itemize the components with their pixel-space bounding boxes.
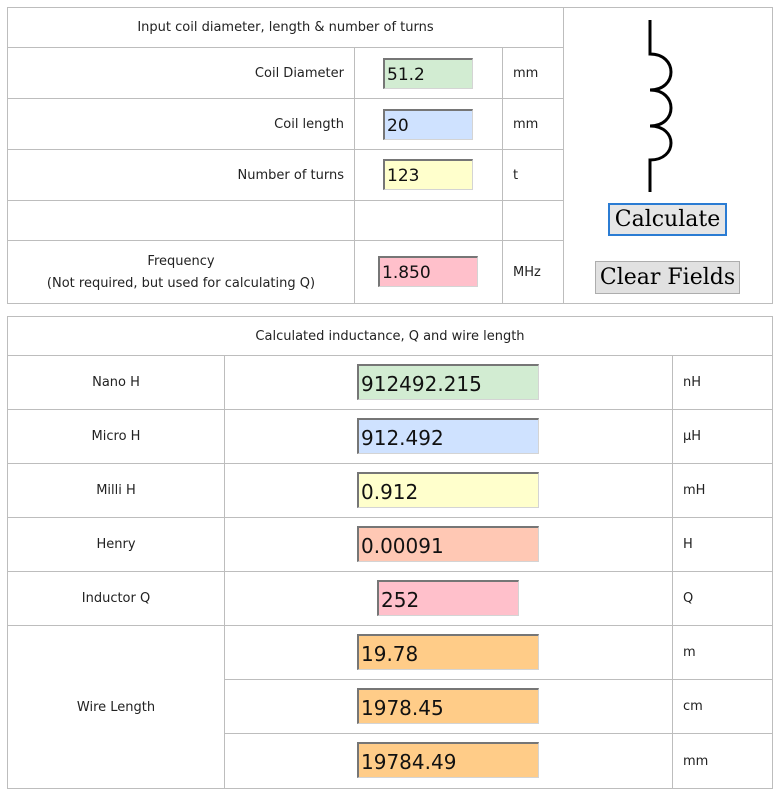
frequency-label: Frequency (Not required, but used for ca… [8,241,354,304]
inductor-q-label: Inductor Q [81,591,151,606]
wire-length-label: Wire Length [76,699,156,715]
divider [7,625,773,626]
divider [7,149,564,150]
wire-length-m-unit: m [683,645,696,660]
wire-length-mm-unit: mm [683,753,709,769]
coil-length-label: Coil length [274,116,344,132]
calculate-button[interactable]: Calculate [608,203,727,236]
input-table [7,7,773,304]
divider [7,240,564,241]
frequency-label-note: (Not required, but used for calculating … [46,275,316,291]
input-section-header: Input coil diameter, length & number of … [137,20,434,35]
coil-diameter-input[interactable] [383,58,473,89]
nano-h-unit: nH [683,375,702,390]
divider [7,463,773,464]
frequency-unit: MHz [513,265,541,280]
frequency-input[interactable] [378,256,478,287]
divider [7,200,564,201]
micro-h-unit: µH [683,429,702,444]
milli-h-output[interactable] [357,472,539,508]
nano-h-label: Nano H [92,375,140,390]
henry-output[interactable] [357,526,539,562]
milli-h-unit: mH [683,483,706,498]
coil-length-unit: mm [513,116,539,132]
divider [502,47,503,304]
coil-length-input[interactable] [383,109,473,140]
milli-h-label: Milli H [96,483,136,498]
wire-length-mm-output[interactable] [357,742,539,778]
divider [7,517,773,518]
micro-h-label: Micro H [91,429,141,444]
micro-h-output[interactable] [357,418,539,454]
divider [7,98,564,99]
divider [7,355,773,356]
output-table [7,316,773,789]
number-of-turns-unit: t [513,167,519,183]
number-of-turns-input[interactable] [383,159,473,190]
henry-unit: H [683,537,693,552]
number-of-turns-label: Number of turns [237,167,344,183]
wire-length-m-output[interactable] [357,634,539,670]
nano-h-output[interactable] [357,364,539,400]
divider [224,355,225,789]
inductor-q-unit: Q [683,591,694,606]
divider [7,409,773,410]
divider [224,679,773,680]
clear-fields-button[interactable]: Clear Fields [595,261,740,294]
wire-length-cm-output[interactable] [357,688,539,724]
output-section-header: Calculated inductance, Q and wire length [255,328,525,344]
divider [7,47,564,48]
henry-label: Henry [96,537,136,552]
divider [563,7,564,304]
divider [224,733,773,734]
inductor-coil-icon [648,20,673,192]
inductor-q-output[interactable] [377,580,519,616]
divider [672,355,673,789]
coil-diameter-label: Coil Diameter [254,65,344,81]
divider [7,571,773,572]
frequency-label-title: Frequency [147,253,215,269]
wire-length-cm-unit: cm [683,699,703,714]
coil-diameter-unit: mm [513,65,539,81]
divider [354,47,355,304]
